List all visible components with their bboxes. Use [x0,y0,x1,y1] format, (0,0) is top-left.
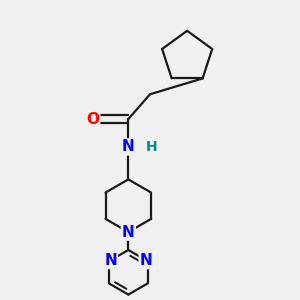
Text: N: N [122,140,135,154]
Text: O: O [86,112,99,127]
Text: H: H [146,140,158,154]
Text: N: N [140,253,152,268]
Text: N: N [104,253,117,268]
Text: N: N [122,224,135,239]
